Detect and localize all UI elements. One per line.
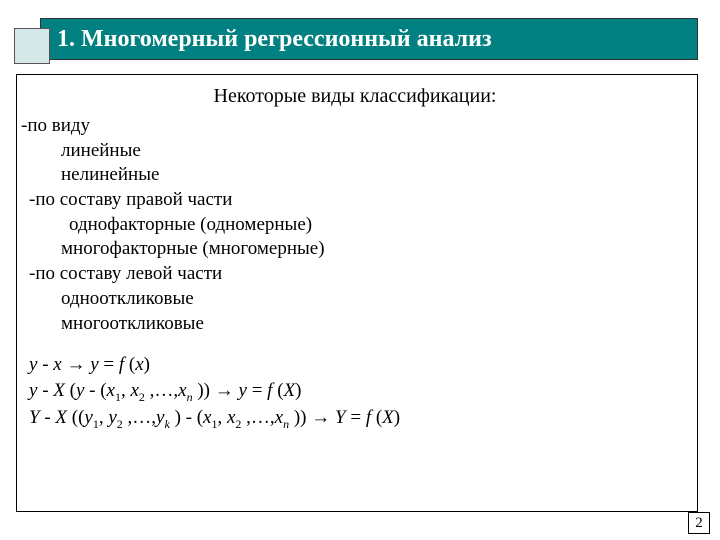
list-item: однооткликовые xyxy=(21,287,689,312)
formula-block: y - x → y = f (x) y - X (y - (x1, x2 ,…,… xyxy=(21,352,689,432)
formula-3: Y - X ((y1, y2 ,…,yk ) - (x1, x2 ,…,xn )… xyxy=(29,405,689,432)
formula-1: y - x → y = f (x) xyxy=(29,352,689,378)
list-item: -по виду xyxy=(21,114,689,139)
page-number: 2 xyxy=(688,512,710,534)
list-item: однофакторные (одномерные) xyxy=(21,213,689,238)
formula-2: y - X (y - (x1, x2 ,…,xn )) → y = f (X) xyxy=(29,378,689,405)
corner-decor-box xyxy=(14,28,50,64)
title-bar: 1. Многомерный регрессионный анализ xyxy=(40,18,698,60)
list-item: многофакторные (многомерные) xyxy=(21,237,689,262)
list-item: нелинейные xyxy=(21,163,689,188)
slide-title: 1. Многомерный регрессионный анализ xyxy=(57,26,492,53)
section-title: Некоторые виды классификации: xyxy=(21,85,689,108)
content-frame: Некоторые виды классификации: -по виду л… xyxy=(16,74,698,512)
list-item: многооткликовые xyxy=(21,312,689,337)
list-item: -по составу левой части xyxy=(21,262,689,287)
list-item: -по составу правой части xyxy=(21,188,689,213)
list-item: линейные xyxy=(21,139,689,164)
